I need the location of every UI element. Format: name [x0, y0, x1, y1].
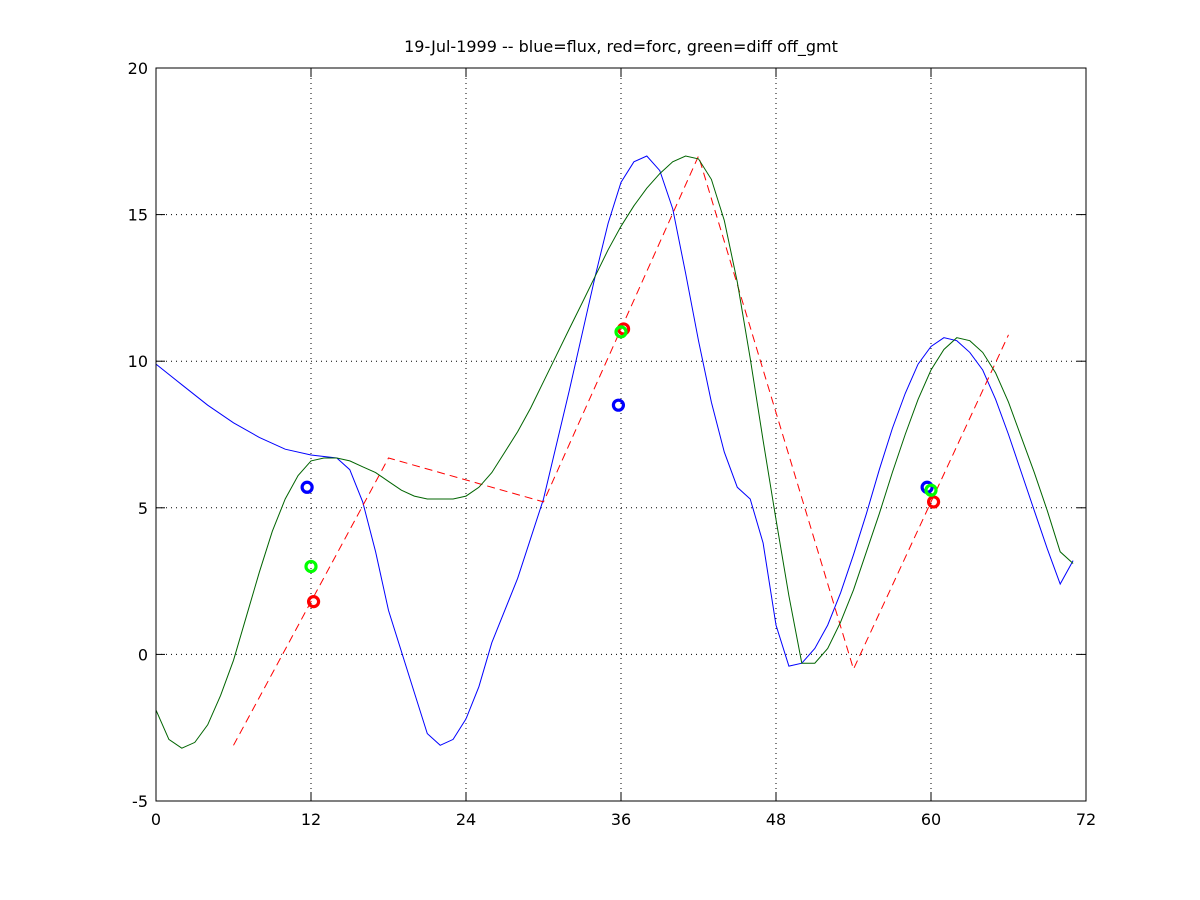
chart-title: 19-Jul-1999 -- blue=flux, red=forc, gree… [404, 37, 838, 57]
series-line-flux [155, 155, 1074, 746]
x-tick-label: 12 [301, 810, 321, 829]
marker-point-diff [924, 483, 938, 497]
y-tick-label: 20 [128, 59, 148, 78]
y-tick-label: 10 [128, 352, 148, 371]
marker-point-diff [304, 559, 318, 574]
x-tick-label: 0 [151, 810, 161, 829]
x-tick-label: 36 [611, 810, 631, 829]
series-lines [155, 154, 1074, 749]
x-tick-label: 48 [766, 810, 786, 829]
marker-points [300, 322, 941, 609]
x-tick-label: 24 [456, 810, 476, 829]
marker-point-forc [926, 495, 941, 509]
series-line-diff [155, 155, 1074, 749]
y-tick-label: 15 [128, 206, 148, 225]
marker-point-flux [300, 480, 314, 494]
y-tick-label: 0 [138, 645, 148, 664]
marker-point-diff [614, 325, 628, 339]
series-line-forc [233, 154, 1009, 746]
x-tick-label: 60 [921, 810, 941, 829]
grid [156, 68, 1086, 801]
marker-point-flux [611, 398, 626, 412]
y-tick-label: -5 [132, 792, 148, 811]
x-tick-label: 72 [1076, 810, 1096, 829]
marker-point-forc [306, 595, 321, 609]
y-tick-label: 5 [138, 499, 148, 518]
